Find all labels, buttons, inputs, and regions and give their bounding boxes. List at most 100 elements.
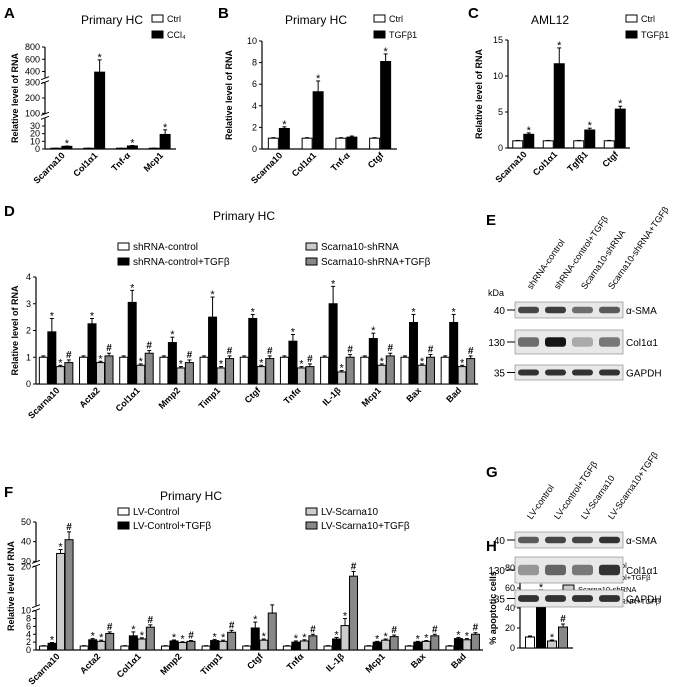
significance-star-F: * — [294, 633, 299, 645]
significance-star-D: * — [299, 359, 304, 371]
significance-star-F: * — [253, 614, 258, 626]
significance-star-C: * — [588, 120, 593, 132]
significance-hash-D: # — [307, 354, 313, 365]
x-tick-label-F: Scarna10 — [26, 651, 61, 686]
blot-band-G — [599, 595, 620, 602]
blot-kda-value-E: 40 — [494, 306, 506, 317]
y-tick-label-F: 30 — [21, 556, 31, 566]
y-tick-label-F: 8 — [26, 614, 31, 624]
chart-title-C: AML12 — [531, 13, 569, 27]
significance-star-D: * — [170, 329, 175, 341]
x-tick-label-B: Ctgf — [366, 150, 387, 171]
x-tick-label-F: Bad — [449, 651, 468, 670]
axis-break-A — [40, 80, 50, 85]
significance-star-F: * — [262, 631, 267, 643]
blot-kda-value-G: 35 — [494, 595, 506, 606]
blot-band-G — [599, 536, 620, 544]
blot-protein-label-E: Col1α1 — [626, 338, 658, 349]
blot-band-G — [545, 595, 566, 602]
axis-break-F — [31, 604, 41, 609]
significance-star-F: * — [58, 542, 63, 554]
bar-D — [136, 364, 146, 385]
x-tick-label-F: Acta2 — [78, 651, 102, 675]
significance-hash-D: # — [388, 343, 394, 354]
legend-label-A: Ctrl — [167, 14, 181, 24]
bar-F — [308, 635, 318, 651]
y-tick-label-F: 20 — [21, 561, 31, 571]
bar-F — [364, 645, 374, 651]
chart-title-F: Primary HC — [160, 489, 222, 503]
bar-D — [385, 355, 395, 385]
x-tick-label-F: IL-1β — [324, 651, 347, 674]
blot-lane-label-G: LV-Scarna10+TGFβ — [606, 450, 660, 521]
blot-protein-label-G: Col1α1 — [626, 566, 658, 577]
bar-D — [345, 356, 355, 385]
significance-star-F: * — [384, 631, 389, 643]
bar-F — [323, 645, 333, 651]
y-tick-label-A: 800 — [25, 42, 40, 52]
significance-star-F: * — [221, 632, 226, 644]
blot-band-G — [599, 564, 620, 576]
bar-D — [408, 321, 418, 385]
chart-title-B: Primary HC — [285, 13, 347, 27]
panel-letter-H: H — [486, 538, 497, 555]
y-tick-label-F: 10 — [21, 606, 31, 616]
significance-star-D: * — [90, 310, 95, 322]
significance-star-A: * — [97, 52, 102, 64]
bar-F — [389, 636, 399, 651]
significance-hash-F: # — [107, 622, 113, 633]
panel-letter-C: C — [468, 5, 479, 22]
significance-star-F: * — [343, 611, 348, 623]
x-tick-label-F: Bax — [409, 651, 428, 670]
x-tick-label-C: Scarna10 — [493, 149, 528, 184]
significance-star-D: * — [420, 356, 425, 368]
bar-B — [267, 137, 279, 150]
significance-star-D: * — [251, 306, 256, 318]
significance-star-F: * — [91, 631, 96, 643]
significance-hash-F: # — [432, 624, 438, 635]
bar-A — [94, 71, 106, 150]
significance-star-D: * — [50, 310, 55, 322]
significance-hash-F: # — [351, 561, 357, 572]
bar-F — [79, 645, 89, 651]
significance-hash-D: # — [187, 350, 193, 361]
significance-star-F: * — [131, 624, 136, 636]
significance-hash-D: # — [428, 345, 434, 356]
blot-band-E — [599, 337, 620, 347]
significance-star-F: * — [302, 632, 307, 644]
significance-star-F: * — [180, 634, 185, 646]
bar-F — [267, 612, 277, 651]
blot-band-E — [545, 306, 566, 314]
y-tick-label-C: 15 — [493, 35, 503, 45]
significance-star-H: * — [539, 582, 544, 594]
significance-hash-D: # — [267, 346, 273, 357]
y-tick-label-A: 600 — [25, 54, 40, 64]
bar-F — [282, 645, 292, 651]
blot-kda-value-E: 130 — [488, 338, 505, 349]
significance-star-D: * — [291, 327, 296, 339]
x-tick-label-D: Mcp1 — [360, 385, 383, 408]
bar-F — [430, 635, 440, 651]
legend-swatch-A — [151, 30, 164, 39]
blot-band-E — [518, 337, 539, 347]
significance-star-D: * — [58, 357, 63, 369]
y-axis-label-D: Relative level of RNA — [10, 285, 20, 376]
significance-star-F: * — [334, 629, 339, 641]
y-tick-label-C: 10 — [493, 71, 503, 81]
legend-swatch-D — [117, 242, 130, 251]
x-tick-label-C: Tgfβ1 — [565, 149, 589, 173]
bar-D — [225, 358, 235, 385]
blot-protein-label-E: GAPDH — [626, 369, 662, 380]
bar-F — [64, 539, 74, 651]
blot-band-G — [545, 536, 566, 544]
legend-swatch-F — [117, 507, 130, 516]
x-tick-label-D: Timp1 — [197, 385, 223, 411]
significance-star-D: * — [331, 278, 336, 290]
legend-swatch-D — [305, 242, 318, 251]
significance-star-D: * — [210, 289, 215, 301]
y-axis-label-B: Relative level of RNA — [224, 49, 234, 140]
bar-A — [159, 133, 171, 150]
bar-D — [239, 356, 249, 385]
blot-band-G — [518, 564, 539, 576]
significance-star-D: * — [130, 282, 135, 294]
